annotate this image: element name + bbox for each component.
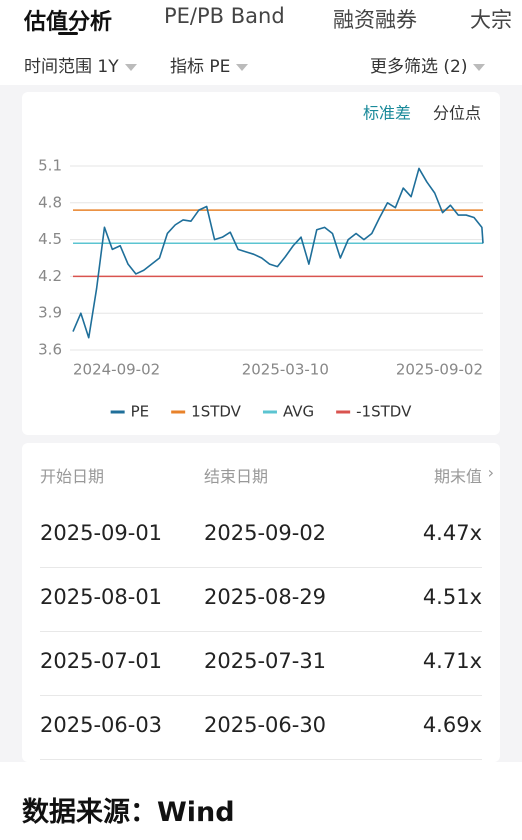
legend-label: PE bbox=[131, 403, 150, 421]
tab[interactable]: 融资融券 bbox=[333, 8, 417, 32]
table-cell: 2025-06-30 bbox=[204, 713, 327, 737]
tab[interactable]: 大宗 bbox=[470, 8, 512, 32]
filter-label: 时间范围 1Y bbox=[24, 57, 119, 77]
table-header: 结束日期 bbox=[204, 467, 269, 486]
table-header: 开始日期 bbox=[40, 467, 105, 486]
table-cell: 2025-09-02 bbox=[204, 521, 327, 545]
chevron: › bbox=[487, 463, 494, 482]
filter[interactable]: 指标 PE bbox=[170, 52, 249, 77]
table-cell: 2025-08-01 bbox=[40, 585, 163, 609]
caret bbox=[124, 63, 137, 71]
table-card: 开始日期 结束日期 期末值 › 2025-09-01 2025-09-02 4.47x 202… bbox=[22, 443, 500, 762]
table-cell: 2025-07-01 bbox=[40, 649, 163, 673]
legend-label: -1STDV bbox=[356, 403, 412, 421]
y-tick-label: 4.8 bbox=[38, 193, 62, 211]
toggle-option[interactable]: 分位点 bbox=[433, 104, 481, 123]
filter[interactable]: 时间范围 1Y bbox=[24, 52, 137, 77]
x-tick-label: 2024-09-02 bbox=[73, 361, 160, 379]
x-tick-label: 2025-09-02 bbox=[396, 361, 483, 379]
tab[interactable]: PE/PB Band bbox=[164, 4, 285, 28]
chart: 标准差 分位点 3.6 3.9 4.2 4.5 4.8 5.1 2024-09-02 2025… bbox=[38, 104, 484, 421]
filter-label: 指标 PE bbox=[170, 57, 231, 77]
caret bbox=[236, 63, 249, 71]
caret bbox=[473, 63, 486, 71]
filter[interactable]: 更多筛选 (2) bbox=[370, 52, 486, 77]
y-tick-label: 4.5 bbox=[38, 230, 62, 248]
row-divider bbox=[40, 695, 482, 696]
tab[interactable]: 估值分析 bbox=[24, 10, 113, 35]
table-cell: 2025-08-29 bbox=[204, 585, 327, 609]
table-cell: 4.69x bbox=[422, 713, 482, 737]
pe-line bbox=[72, 167, 484, 339]
table-cell: 2025-06-03 bbox=[40, 713, 163, 737]
row-divider bbox=[40, 631, 482, 632]
legend-label: AVG bbox=[283, 403, 314, 421]
x-tick-label: 2025-03-10 bbox=[242, 361, 329, 379]
row-divider bbox=[40, 759, 482, 760]
table-header: 期末值 bbox=[433, 467, 482, 486]
legend-label: 1STDV bbox=[191, 403, 242, 421]
source-note: 数据来源：Wind bbox=[22, 797, 235, 828]
table-cell: 4.51x bbox=[422, 585, 482, 609]
y-tick-label: 4.2 bbox=[38, 267, 62, 285]
filter-label: 更多筛选 (2) bbox=[370, 57, 468, 77]
y-tick-label: 3.9 bbox=[38, 304, 62, 322]
table-cell: 2025-07-31 bbox=[204, 649, 327, 673]
filter-bar: 时间范围 1Y 指标 PE 更多筛选 (2) bbox=[0, 40, 522, 85]
tab-bar: 估值分析 PE/PB Band 融资融券 大宗 bbox=[0, 0, 522, 40]
row-divider bbox=[40, 567, 482, 568]
table-cell: 4.47x bbox=[422, 521, 482, 545]
tab-indicator bbox=[58, 32, 78, 35]
table-cell: 4.71x bbox=[422, 649, 482, 673]
y-tick-label: 5.1 bbox=[38, 157, 62, 175]
chart-card: 标准差 分位点 3.6 3.9 4.2 4.5 4.8 5.1 2024-09-02 2025… bbox=[22, 92, 500, 435]
y-tick-label: 3.6 bbox=[38, 341, 62, 359]
toggle-option[interactable]: 标准差 bbox=[363, 104, 411, 123]
table-cell: 2025-09-01 bbox=[40, 521, 163, 545]
